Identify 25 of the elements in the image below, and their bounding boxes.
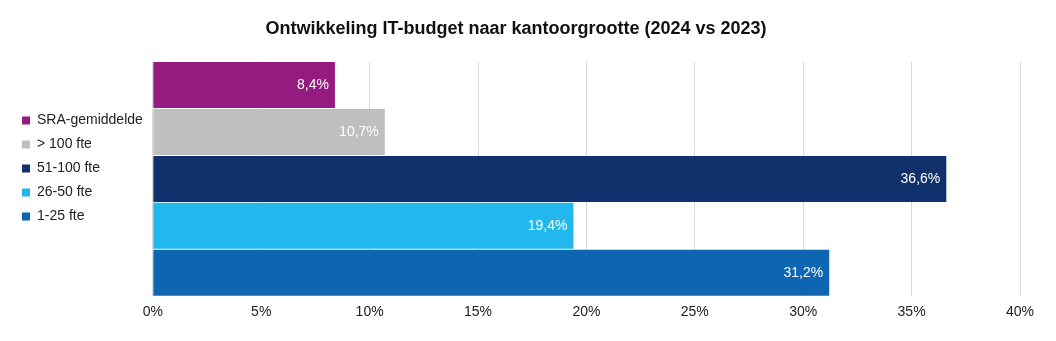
legend-label: 51-100 fte [37, 159, 101, 176]
x-tick-label: 35% [897, 303, 926, 320]
bar [153, 155, 947, 202]
legend-label: 26-50 fte [37, 183, 93, 200]
x-tick-label: 20% [572, 303, 601, 320]
x-tick-label: 30% [789, 303, 818, 320]
x-tick-label: 25% [680, 303, 709, 320]
data-label: 8,4% [297, 75, 329, 92]
data-label: 19,4% [527, 216, 568, 233]
bar [153, 108, 385, 155]
data-label: 36,6% [900, 169, 941, 186]
x-tick-label: 0% [142, 303, 163, 320]
bar [153, 202, 574, 249]
data-label: 31,2% [783, 263, 824, 280]
legend-label: SRA-gemiddelde [37, 111, 144, 128]
legend-label: > 100 fte [37, 135, 93, 152]
data-label: 10,7% [339, 122, 379, 139]
bar [153, 62, 335, 109]
chart-title: Ontwikkeling IT-budget naar kantoorgrootte (2024 vs 2023) [265, 17, 767, 38]
x-tick-label: 15% [464, 303, 493, 320]
legend-label: 1-25 fte [37, 207, 85, 224]
x-tick-label: 5% [251, 303, 272, 320]
x-tick-label: 40% [1005, 303, 1035, 320]
x-tick-label: 10% [355, 303, 384, 320]
bar [153, 249, 830, 296]
